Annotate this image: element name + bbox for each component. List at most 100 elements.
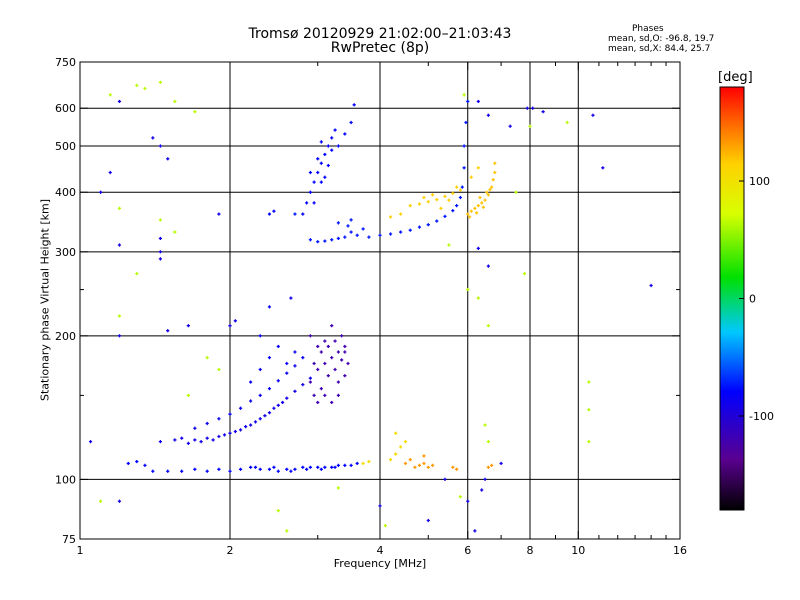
data-point <box>383 524 387 528</box>
data-point <box>253 465 258 469</box>
data-point <box>352 103 356 107</box>
data-point <box>336 463 340 467</box>
data-point <box>413 465 417 469</box>
data-point <box>323 393 327 398</box>
data-point <box>336 221 340 225</box>
data-point <box>649 283 653 288</box>
data-point <box>158 236 163 241</box>
data-point <box>403 440 408 444</box>
data-point <box>343 132 347 136</box>
data-point <box>143 86 147 91</box>
phase-stats-o-mode: mean, sd,O: -96.8, 19.7 <box>608 34 715 44</box>
data-point <box>319 180 323 184</box>
data-point <box>228 469 232 473</box>
data-point <box>217 212 221 216</box>
data-point <box>267 467 272 471</box>
data-point <box>308 334 313 338</box>
data-point <box>244 425 248 429</box>
data-point <box>483 477 487 482</box>
data-point <box>117 99 122 104</box>
data-point <box>280 400 285 405</box>
data-point <box>480 488 484 492</box>
x-tick-label: 8 <box>527 544 534 557</box>
data-point <box>233 429 237 434</box>
x-tick-label: 16 <box>673 544 687 557</box>
data-point <box>308 190 313 194</box>
axis-ticks: 1 2 4 6 8 10 16 75 100 200 300 400 500 600 750 <box>55 56 687 557</box>
data-point <box>117 243 122 247</box>
data-point <box>587 440 591 444</box>
data-point <box>205 436 209 440</box>
data-point <box>330 356 334 360</box>
data-point <box>258 367 262 372</box>
data-point <box>305 467 309 471</box>
data-point <box>462 166 466 170</box>
data-point <box>323 152 327 157</box>
data-point <box>323 239 327 243</box>
data-point <box>267 305 272 309</box>
data-point <box>476 166 480 170</box>
data-point <box>158 250 163 254</box>
data-point <box>193 110 197 114</box>
data-point <box>249 465 253 469</box>
data-point <box>408 228 412 232</box>
data-point <box>135 459 139 464</box>
x-axis-label: Frequency [MHz] <box>333 557 427 570</box>
data-point <box>522 272 527 276</box>
data-point <box>166 329 170 333</box>
data-point <box>253 420 258 424</box>
data-point <box>330 148 334 152</box>
data-point <box>476 203 480 208</box>
data-point <box>238 467 243 471</box>
data-point <box>460 185 464 189</box>
x-tick-label: 6 <box>464 544 471 557</box>
data-point <box>476 246 480 250</box>
data-point <box>263 414 267 418</box>
data-point <box>308 380 313 384</box>
data-point <box>388 458 393 462</box>
data-point <box>467 215 472 219</box>
data-point <box>473 529 477 533</box>
data-point <box>166 157 170 161</box>
data-point <box>285 396 289 400</box>
data-point <box>135 83 139 87</box>
data-point <box>336 144 340 148</box>
data-point <box>326 374 330 378</box>
data-point <box>336 486 340 490</box>
data-point <box>466 287 470 292</box>
data-point <box>276 344 280 349</box>
data-point <box>316 240 320 244</box>
data-point <box>180 469 184 473</box>
data-point <box>408 203 412 208</box>
data-point <box>346 224 350 228</box>
data-point <box>486 465 490 469</box>
data-point <box>408 458 412 462</box>
data-point <box>158 440 163 444</box>
data-point <box>486 193 490 197</box>
data-point <box>158 218 163 222</box>
data-point <box>319 161 323 165</box>
data-point <box>587 408 591 412</box>
data-point <box>217 467 221 471</box>
data-point <box>173 230 177 234</box>
data-point <box>258 467 262 471</box>
data-point <box>289 469 293 473</box>
data-point <box>289 296 293 300</box>
data-point <box>205 421 209 426</box>
data-point <box>481 205 485 209</box>
data-point <box>151 469 155 473</box>
data-point <box>330 465 334 469</box>
data-point <box>217 367 221 372</box>
data-point <box>455 203 459 208</box>
data-point <box>180 436 184 440</box>
data-point <box>205 356 209 360</box>
data-point <box>117 206 122 210</box>
data-point <box>333 128 337 132</box>
data-point <box>399 230 403 234</box>
data-point <box>473 206 477 210</box>
data-point <box>285 529 289 533</box>
data-point <box>508 124 512 128</box>
data-point <box>464 120 468 125</box>
data-point <box>135 272 139 276</box>
data-point <box>435 219 439 223</box>
